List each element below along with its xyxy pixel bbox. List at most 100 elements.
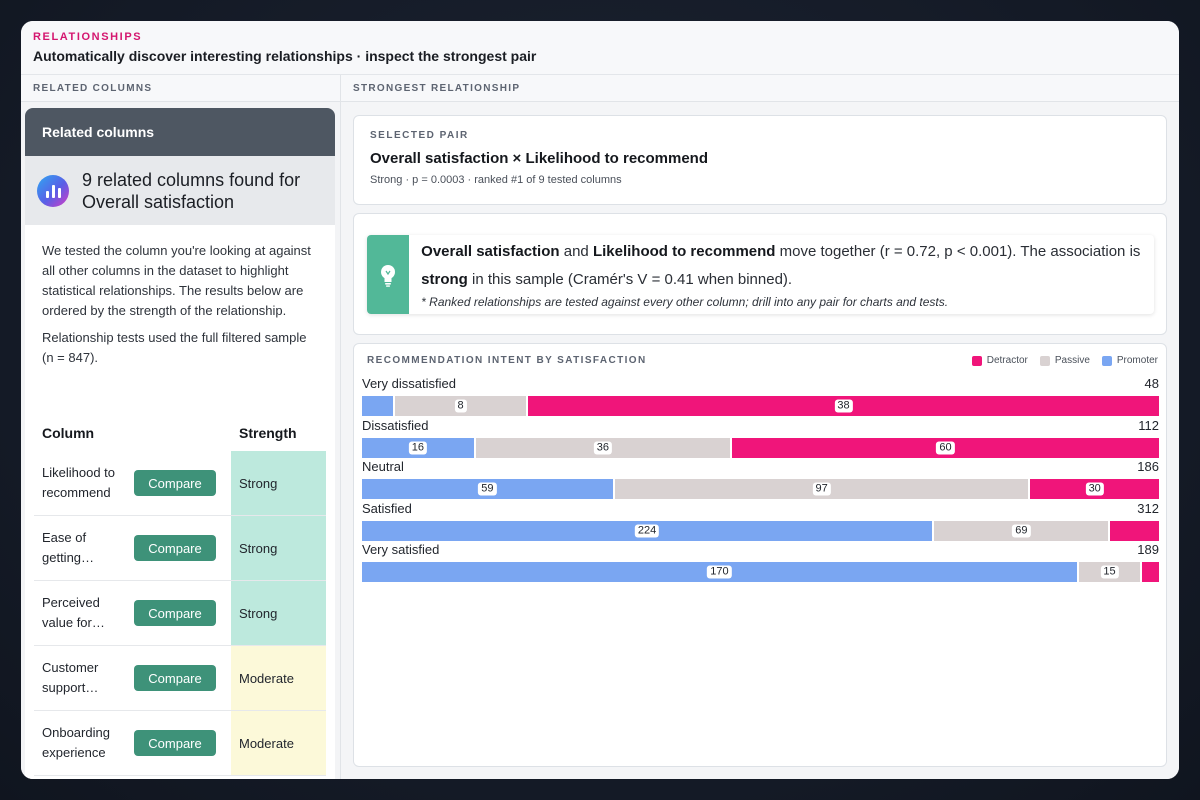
stacked-bar: 16 36 60 bbox=[362, 437, 1159, 458]
bar-segment-passive: 97 bbox=[614, 479, 1031, 500]
page-title: Automatically discover interesting relat… bbox=[33, 48, 537, 64]
legend-label: Promoter bbox=[1116, 355, 1158, 366]
table-row: Onboarding experience Compare Moderate bbox=[34, 711, 326, 776]
insight-text: Overall satisfaction and Likelihood to r… bbox=[421, 238, 1142, 294]
column-header: Column bbox=[42, 425, 95, 441]
category-total: 186 bbox=[1137, 459, 1159, 475]
insight-col-a: Overall satisfaction bbox=[421, 243, 560, 260]
insight-text-1: move together (r = 0.72, p < 0.001). The… bbox=[775, 243, 1141, 260]
data-label: 97 bbox=[812, 482, 831, 496]
compare-button[interactable]: Compare bbox=[134, 730, 216, 756]
insight-and: and bbox=[559, 243, 593, 260]
lightbulb-icon bbox=[367, 235, 410, 314]
table-row: Ease of getting… Compare Strong bbox=[34, 516, 326, 581]
data-label: 30 bbox=[1085, 482, 1104, 496]
insight-col-b: Likelihood to recommend bbox=[592, 243, 776, 260]
table-row: Perceived value for… Compare Strong bbox=[34, 581, 326, 646]
strength-badge: Strong bbox=[231, 581, 326, 645]
card-title: Related columns bbox=[25, 108, 335, 156]
category-label: Satisfied bbox=[362, 500, 412, 516]
category-total: 112 bbox=[1138, 417, 1159, 433]
data-label: 59 bbox=[478, 482, 497, 496]
data-label: 16 bbox=[408, 441, 428, 455]
chart-category-row: Very dissatisfied 48 8 38 bbox=[362, 376, 1159, 418]
category-label: Dissatisfied bbox=[362, 417, 429, 433]
insight-strength: strong bbox=[421, 271, 468, 288]
table-row: Customer support… Compare Moderate bbox=[34, 646, 326, 711]
bar-segment-promoter bbox=[362, 396, 396, 416]
stacked-bar: 8 38 bbox=[362, 396, 1159, 416]
category-total: 312 bbox=[1137, 500, 1159, 516]
strength-badge: Strong bbox=[231, 516, 326, 580]
section-eyebrow: RELATIONSHIPS bbox=[33, 31, 143, 43]
strength-badge: Moderate bbox=[231, 646, 326, 710]
stacked-bar: 224 69 bbox=[362, 520, 1159, 541]
category-label: Neutral bbox=[362, 459, 404, 475]
chart-legend: Detractor Passive Promoter bbox=[971, 355, 1158, 366]
stacked-bar: 170 15 bbox=[362, 562, 1159, 583]
selected-pair-card: SELECTED PAIR Overall satisfaction × Lik… bbox=[353, 115, 1167, 205]
stacked-bar-chart: Very dissatisfied 48 8 38 Dissatisfied 112 16 3… bbox=[362, 376, 1159, 584]
insight-note: * Ranked relationships are tested agains… bbox=[421, 295, 949, 309]
data-label: 224 bbox=[634, 524, 660, 538]
bar-segment-promoter: 224 bbox=[362, 520, 935, 541]
right-panel-heading: STRONGEST RELATIONSHIP bbox=[341, 75, 1179, 102]
data-label: 15 bbox=[1100, 565, 1119, 579]
bar-segment-detractor: 38 bbox=[528, 396, 1159, 416]
app-window: RELATIONSHIPS Automatically discover int… bbox=[21, 21, 1179, 779]
row-column-name: Onboarding experience bbox=[34, 711, 134, 775]
category-total: 189 bbox=[1137, 542, 1159, 558]
data-label: 69 bbox=[1012, 524, 1031, 538]
stacked-bar: 59 97 30 bbox=[362, 479, 1159, 500]
data-label: 60 bbox=[936, 441, 955, 455]
insight-text-2: in this sample (Cramér's V = 0.41 when b… bbox=[467, 271, 793, 288]
bar-segment-promoter: 16 bbox=[362, 437, 476, 458]
bar-segment-passive: 15 bbox=[1078, 562, 1143, 583]
legend-label: Passive bbox=[1054, 355, 1090, 366]
found-text: 9 related columns found for Overall sati… bbox=[82, 169, 301, 212]
data-label: 8 bbox=[454, 399, 467, 413]
bar-segment-passive: 69 bbox=[934, 520, 1111, 541]
chart-category-row: Very satisfied 189 170 15 bbox=[362, 542, 1159, 584]
compare-button[interactable]: Compare bbox=[134, 535, 216, 561]
row-column-name: Likelihood to recommend bbox=[34, 451, 134, 515]
strength-badge: Strong bbox=[231, 451, 326, 515]
bar-segment-passive: 8 bbox=[395, 396, 529, 416]
insight-callout: Overall satisfaction and Likelihood to r… bbox=[367, 235, 1154, 314]
found-banner: 9 related columns found for Overall sati… bbox=[25, 156, 335, 225]
compare-button[interactable]: Compare bbox=[134, 600, 216, 626]
insight-panel: Overall satisfaction and Likelihood to r… bbox=[353, 213, 1167, 335]
table-header: Column Strength bbox=[34, 415, 326, 451]
compare-button[interactable]: Compare bbox=[134, 470, 216, 496]
description-text: We tested the column you're looking at a… bbox=[42, 243, 311, 318]
compare-button[interactable]: Compare bbox=[134, 665, 216, 691]
chart-category-row: Neutral 186 59 97 30 bbox=[362, 459, 1159, 501]
legend-item-promoter: Promoter bbox=[1101, 355, 1158, 366]
legend-item-detractor: Detractor bbox=[971, 355, 1028, 366]
bar-segment-passive: 36 bbox=[475, 437, 733, 458]
bar-segment-detractor bbox=[1110, 520, 1159, 541]
sample-note: Relationship tests used the full filtere… bbox=[42, 330, 307, 365]
bar-segment-detractor: 60 bbox=[732, 437, 1159, 458]
left-panel-heading: RELATED COLUMNS bbox=[21, 75, 340, 102]
bar-segment-promoter: 170 bbox=[362, 562, 1079, 583]
data-label: 36 bbox=[593, 441, 613, 455]
data-label: 170 bbox=[707, 565, 732, 579]
columns: RELATED COLUMNS Related columns 9 relate… bbox=[21, 75, 1179, 779]
right-panel: STRONGEST RELATIONSHIP SELECTED PAIR Ove… bbox=[341, 75, 1179, 779]
chart-title: RECOMMENDATION INTENT BY SATISFACTION bbox=[367, 355, 647, 366]
pair-eyebrow: SELECTED PAIR bbox=[370, 130, 469, 141]
related-columns-table: Column Strength Likelihood to recommend … bbox=[34, 415, 326, 776]
table-row: Likelihood to recommend Compare Strong bbox=[34, 451, 326, 516]
row-column-name: Perceived value for… bbox=[34, 581, 134, 645]
strength-badge: Moderate bbox=[231, 711, 326, 775]
related-columns-card: Related columns 9 related columns found … bbox=[25, 108, 335, 779]
pair-meta: Strong · p = 0.0003 · ranked #1 of 9 tes… bbox=[370, 174, 622, 186]
legend-swatch bbox=[1039, 355, 1050, 366]
chart-category-row: Dissatisfied 112 16 36 60 bbox=[362, 418, 1159, 460]
bar-chart-icon bbox=[37, 174, 69, 207]
chart-card: RECOMMENDATION INTENT BY SATISFACTION De… bbox=[353, 343, 1167, 767]
category-total: 48 bbox=[1144, 376, 1159, 391]
page-header: RELATIONSHIPS Automatically discover int… bbox=[21, 21, 1179, 75]
row-column-name: Ease of getting… bbox=[34, 516, 134, 580]
